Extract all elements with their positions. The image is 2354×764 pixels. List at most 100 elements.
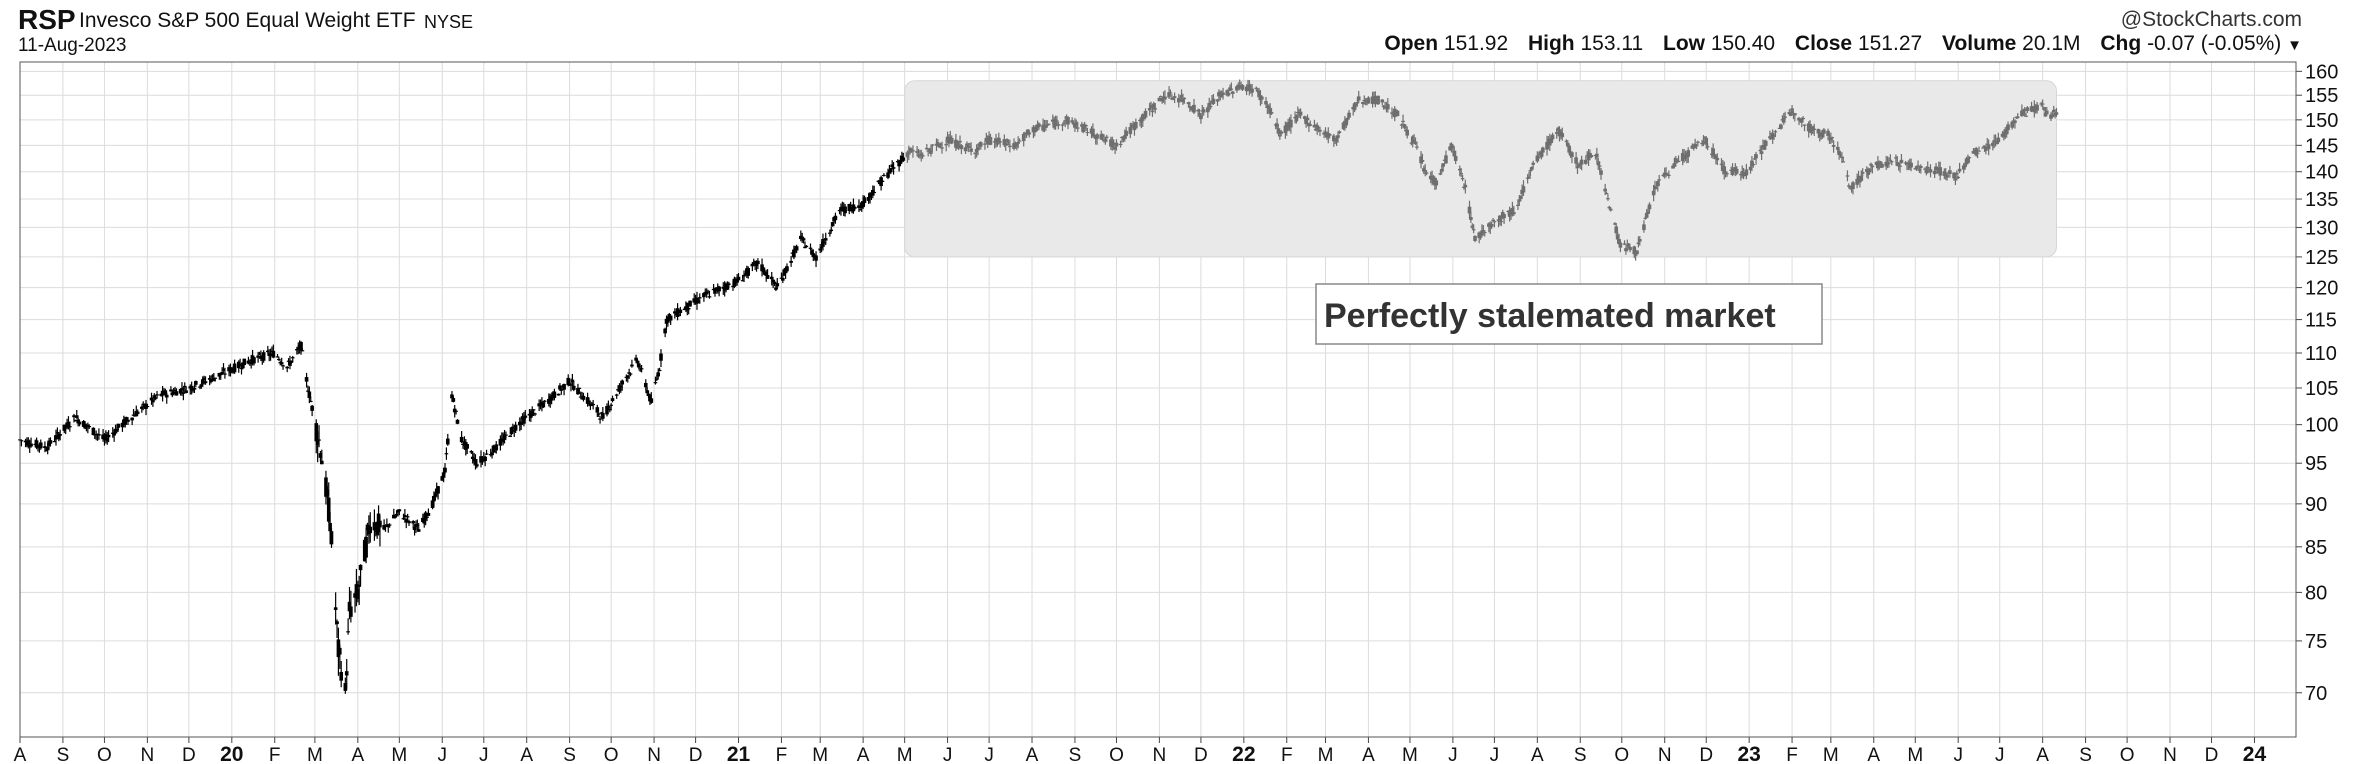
- price-bar-body: [1860, 172, 1865, 174]
- price-bar-body: [1903, 162, 1908, 164]
- price-bar-body: [1664, 173, 1668, 175]
- price-bar-body: [519, 421, 523, 426]
- price-bar-body: [320, 460, 324, 465]
- price-bar-body: [299, 341, 303, 351]
- price-bar-body: [1240, 84, 1245, 90]
- price-bar-body: [959, 145, 964, 150]
- price-bar-body: [266, 350, 270, 353]
- price-bar-body: [1762, 145, 1767, 150]
- price-bar-body: [38, 442, 43, 449]
- price-bar-body: [1744, 169, 1749, 176]
- price-bar-body: [1779, 124, 1783, 129]
- x-tick-label: N: [1153, 745, 1167, 764]
- price-bar-body: [1279, 131, 1284, 134]
- price-bar-body: [1153, 108, 1158, 110]
- price-bar-body: [717, 286, 721, 292]
- price-bar-body: [76, 419, 80, 424]
- price-bar-body: [1820, 132, 1825, 138]
- price-bar-body: [872, 191, 876, 194]
- price-bar-body: [1829, 138, 1833, 141]
- price-bar-body: [2013, 120, 2017, 124]
- chg-dropdown-icon[interactable]: ▼: [2287, 37, 2302, 54]
- price-bar-body: [657, 369, 662, 372]
- price-bar-body: [1488, 227, 1493, 229]
- annotation-label-box: [1315, 283, 1823, 345]
- price-bar-body: [199, 384, 204, 387]
- price-bar-body: [288, 361, 292, 366]
- price-bar-body: [455, 419, 460, 424]
- price-bar-body: [628, 373, 633, 375]
- price-bar-body: [1516, 204, 1520, 206]
- price-bar-body: [310, 405, 314, 411]
- price-bar-body: [430, 500, 435, 508]
- price-bar-body: [1996, 137, 2001, 143]
- price-bar-body: [1208, 105, 1213, 108]
- price-bar-body: [936, 142, 940, 146]
- price-bar-body: [538, 405, 543, 407]
- price-bar-body: [1266, 105, 1271, 109]
- price-bar-body: [1294, 115, 1299, 122]
- price-bar-body: [819, 246, 824, 249]
- price-bar-body: [1754, 154, 1758, 159]
- volume-value: 20.1M: [2022, 32, 2081, 55]
- price-bar-body: [1919, 166, 1923, 168]
- x-tick-label: S: [2079, 745, 2092, 764]
- price-bar-body: [401, 518, 406, 520]
- y-tick-label: 115: [2305, 310, 2337, 332]
- price-bar-body: [436, 486, 440, 494]
- price-bar-body: [696, 300, 701, 303]
- price-bar-body: [135, 411, 140, 414]
- price-bar-body: [1878, 161, 1883, 164]
- price-bar-body: [1841, 161, 1846, 163]
- price-bar-body: [1851, 182, 1855, 189]
- price-bar-body: [1615, 235, 1620, 240]
- price-bar-body: [238, 363, 242, 367]
- x-tick-label: O: [604, 745, 619, 764]
- security-name: Invesco S&P 500 Equal Weight ETF: [79, 9, 416, 32]
- price-bar-body: [256, 355, 260, 358]
- y-tick-label: 75: [2305, 631, 2327, 653]
- price-bar-body: [1654, 187, 1659, 189]
- price-bar-body: [192, 387, 197, 390]
- price-bar-body: [344, 671, 349, 676]
- price-bar-body: [1694, 145, 1699, 147]
- price-bar-body: [1647, 204, 1652, 210]
- price-bar-body: [289, 360, 294, 363]
- price-bar-body: [152, 395, 157, 399]
- price-bar-body: [1347, 112, 1351, 118]
- price-bar-body: [300, 350, 305, 352]
- price-bar-body: [1894, 157, 1898, 159]
- price-bar-body: [969, 148, 973, 152]
- price-bar-body: [1395, 110, 1400, 117]
- price-bar-body: [440, 476, 445, 481]
- price-bar-body: [1711, 148, 1715, 156]
- price-bar-body: [169, 389, 173, 392]
- price-bar-body: [412, 527, 417, 531]
- price-bar-body: [210, 375, 215, 377]
- x-tick-label: N: [647, 745, 661, 764]
- ticker-symbol: RSP: [18, 4, 76, 35]
- price-bar-body: [493, 451, 497, 453]
- price-bar-body: [995, 143, 1000, 145]
- price-bar-body: [1705, 146, 1710, 148]
- price-bar-body: [1163, 96, 1167, 100]
- x-tick-label: A: [1026, 745, 1039, 764]
- price-bar-body: [343, 683, 348, 691]
- price-bar-body: [630, 364, 634, 367]
- price-bar-body: [2025, 107, 2030, 111]
- price-bar-body: [1438, 173, 1443, 175]
- price-bar-body: [552, 391, 557, 398]
- price-bar-body: [794, 246, 799, 251]
- price-bar-body: [164, 394, 169, 398]
- price-bar-body: [174, 391, 179, 396]
- price-bar-body: [281, 365, 285, 367]
- price-bar-body: [876, 180, 881, 182]
- price-bar-body: [1934, 166, 1938, 171]
- price-bar-body: [1121, 137, 1126, 140]
- price-bar-body: [1168, 92, 1173, 94]
- price-bar-body: [909, 148, 914, 151]
- price-bar-body: [1665, 174, 1670, 176]
- price-bar-body: [163, 390, 168, 396]
- price-bar-body: [1149, 104, 1153, 108]
- price-bar-body: [598, 418, 602, 420]
